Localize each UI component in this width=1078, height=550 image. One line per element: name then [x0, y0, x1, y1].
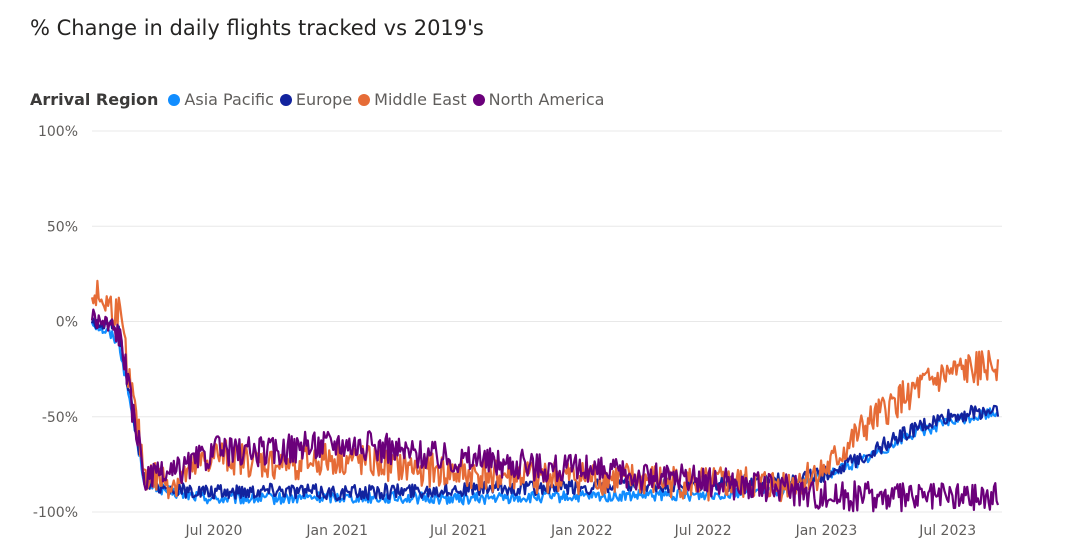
y-axis: 100% 50% 0% -50% -100% — [33, 124, 78, 521]
y-tick-label: 100% — [38, 124, 78, 140]
x-tick-label: Jul 2020 — [184, 523, 242, 539]
legend-item-asia-pacific[interactable]: Asia Pacific — [168, 90, 274, 109]
legend-item-north-america[interactable]: North America — [472, 90, 605, 109]
legend-dot-icon — [472, 93, 485, 106]
x-tick-label: Jan 2023 — [795, 523, 858, 539]
legend-dot-icon — [279, 93, 292, 106]
legend-item-europe[interactable]: Europe — [279, 90, 353, 109]
series-line-middle-east[interactable] — [90, 279, 1000, 503]
legend: Arrival Region Asia Pacific Europe Middl… — [30, 90, 610, 109]
x-tick-label: Jul 2022 — [674, 523, 732, 539]
x-tick-label: Jan 2021 — [305, 523, 368, 539]
legend-label: Europe — [295, 90, 353, 109]
x-tick-label: Jul 2023 — [918, 523, 976, 539]
legend-label: Asia Pacific — [184, 90, 274, 109]
y-tick-label: -50% — [42, 410, 78, 426]
y-tick-label: 50% — [47, 219, 78, 235]
chart-title: % Change in daily flights tracked vs 201… — [30, 16, 484, 40]
series-line-asia-pacific[interactable] — [90, 322, 999, 506]
legend-dot-icon — [168, 93, 181, 106]
gridlines — [92, 130, 1002, 513]
x-tick-label: Jan 2022 — [550, 523, 613, 539]
legend-dot-icon — [358, 93, 371, 106]
series-lines — [90, 279, 1000, 513]
x-tick-label: Jul 2021 — [429, 523, 487, 539]
legend-label: North America — [488, 90, 605, 109]
series-line-north-america[interactable] — [90, 308, 1000, 513]
y-tick-label: 0% — [56, 315, 78, 331]
x-axis: Jul 2020 Jan 2021 Jul 2021 Jan 2022 Jul 2022… — [184, 523, 976, 539]
y-tick-label: -100% — [33, 505, 78, 521]
legend-item-middle-east[interactable]: Middle East — [358, 90, 467, 109]
legend-label: Middle East — [374, 90, 467, 109]
legend-title: Arrival Region — [30, 90, 159, 109]
